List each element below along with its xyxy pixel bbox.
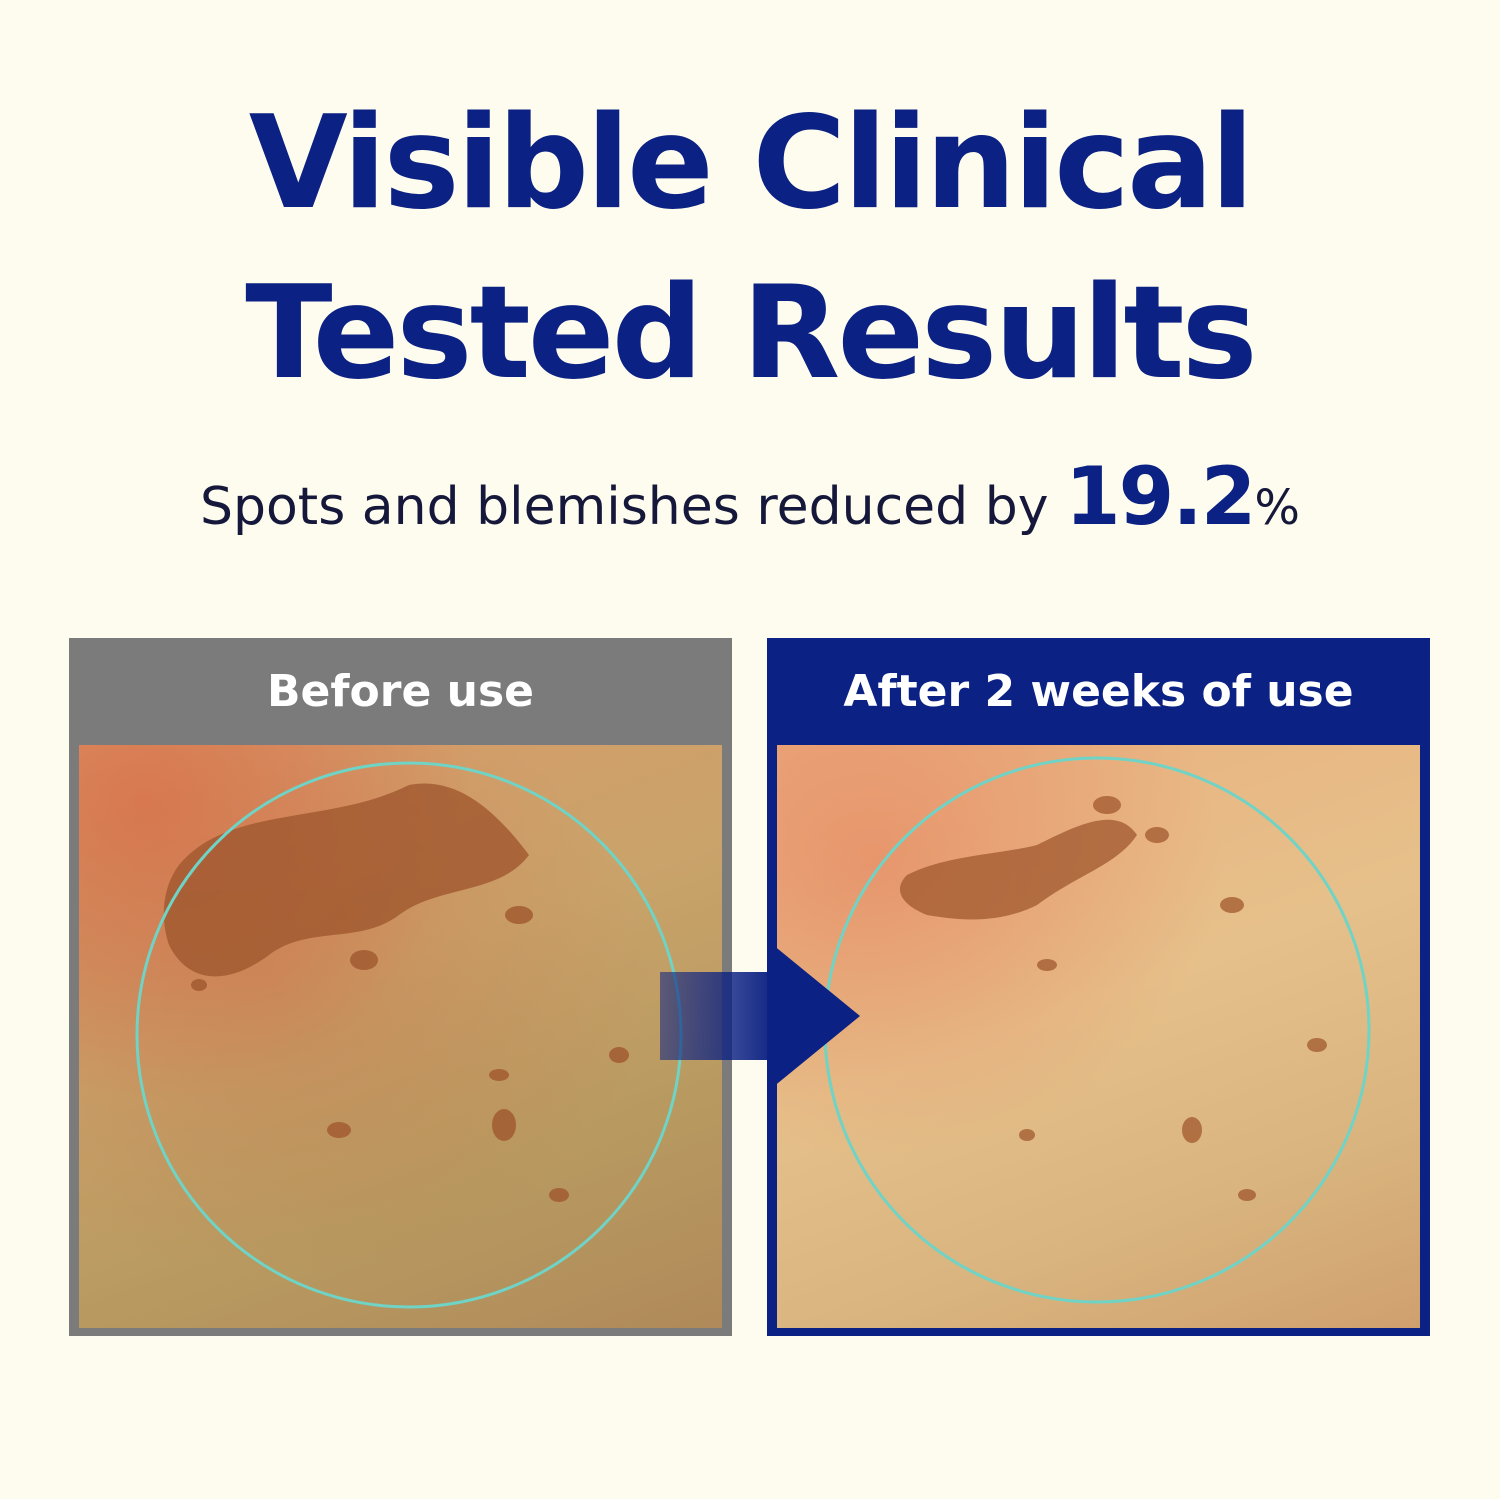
before-label: Before use xyxy=(267,666,534,717)
before-spots-overlay xyxy=(135,761,683,1309)
before-skin-image xyxy=(79,745,722,1328)
after-label: After 2 weeks of use xyxy=(843,666,1354,717)
after-spots-overlay xyxy=(823,756,1371,1304)
reduction-value: 19.2 xyxy=(1065,450,1256,543)
arrow-icon xyxy=(660,940,860,1090)
headline-line-2: Tested Results xyxy=(245,259,1257,408)
before-panel: Before use xyxy=(69,638,732,1336)
after-panel: After 2 weeks of use xyxy=(767,638,1430,1336)
subheadline: Spots and blemishes reduced by 19.2% xyxy=(0,450,1500,543)
subheadline-text: Spots and blemishes reduced by xyxy=(199,477,1049,537)
reduction-unit: % xyxy=(1254,480,1301,536)
headline-line-1: Visible Clinical xyxy=(248,89,1254,238)
after-skin-image xyxy=(777,745,1420,1328)
